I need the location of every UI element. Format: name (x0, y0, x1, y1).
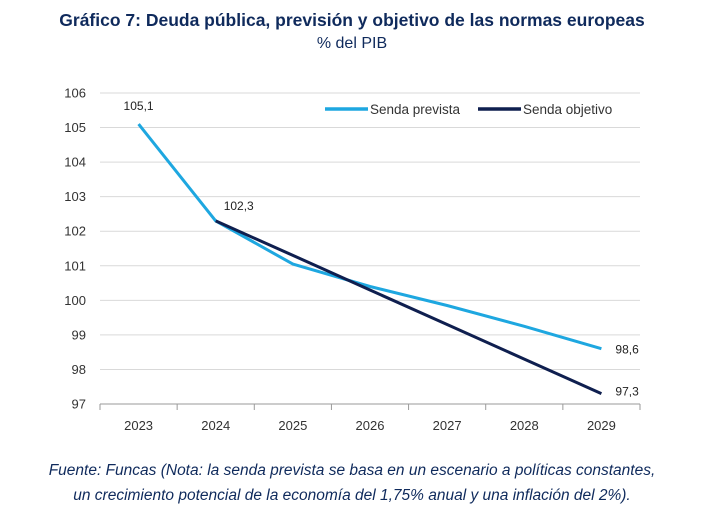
y-tick-label: 105 (64, 120, 86, 135)
data-label: 102,3 (224, 199, 254, 213)
x-tick-label: 2025 (278, 418, 307, 433)
legend-label: Senda prevista (370, 102, 461, 117)
series-line-senda-prevista (137, 123, 602, 351)
y-tick-label: 100 (64, 293, 86, 308)
y-tick-label: 101 (64, 258, 86, 273)
y-tick-label: 97 (72, 397, 86, 412)
footer-note-line-2: un crecimiento potencial de la economía … (73, 487, 631, 504)
y-tick-label: 103 (64, 189, 86, 204)
data-label: 98,6 (615, 343, 639, 357)
series-line-senda-objetivo (215, 219, 603, 395)
x-tick-labels: 2023 2024 2025 2026 2027 2028 2029 (124, 418, 616, 433)
x-tick-label: 2029 (587, 418, 616, 433)
axes (99, 403, 641, 410)
y-tick-label: 98 (72, 362, 86, 377)
legend: Senda prevista Senda objetivo (325, 102, 612, 117)
data-label: 105,1 (124, 99, 154, 113)
gridlines (100, 92, 640, 370)
data-label: 97,3 (615, 385, 639, 399)
x-tick-label: 2024 (201, 418, 230, 433)
x-tick-label: 2027 (433, 418, 462, 433)
legend-label: Senda objetivo (523, 102, 612, 117)
data-labels: 105,1 102,3 98,6 97,3 (124, 99, 640, 399)
y-tick-labels: 97 98 99 100 101 102 103 104 105 106 (64, 86, 86, 412)
x-tick-label: 2026 (356, 418, 385, 433)
x-tick-label: 2023 (124, 418, 153, 433)
y-tick-label: 99 (72, 327, 86, 342)
y-tick-label: 102 (64, 224, 86, 239)
series-lines (137, 123, 603, 395)
line-chart: 97 98 99 100 101 102 103 104 105 106 2023 2024 2025… (64, 86, 641, 433)
chart-title: Gráfico 7: Deuda pública, previsión y ob… (59, 10, 645, 30)
y-tick-label: 106 (64, 86, 86, 101)
x-tick-label: 2028 (510, 418, 539, 433)
y-tick-label: 104 (64, 155, 86, 170)
chart-subtitle: % del PIB (316, 35, 388, 52)
footer-note-line-1: Fuente: Funcas (Nota: la senda prevista … (48, 462, 656, 479)
